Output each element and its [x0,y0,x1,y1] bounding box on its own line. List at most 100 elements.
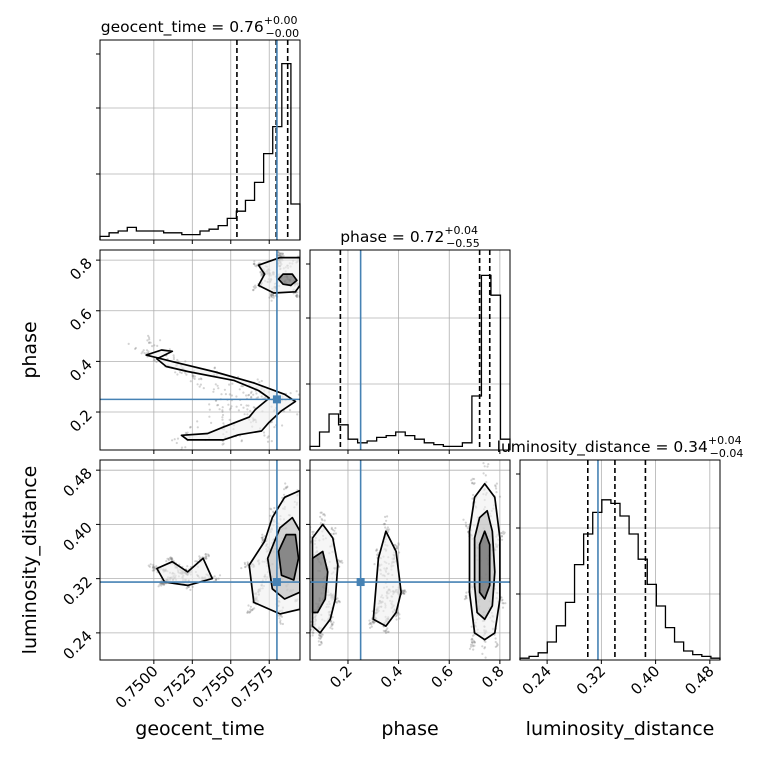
panel-frame [309,249,511,451]
sample-point [202,387,205,390]
sample-point [402,591,405,595]
sample-point [323,514,326,517]
y-tick-label: 0.2 [66,406,96,436]
sample-point [205,555,208,558]
sample-point [172,356,175,359]
sample-point [386,631,389,634]
sample-point [176,358,179,362]
sample-point [195,560,198,563]
sample-point [249,610,252,613]
sample-point [224,393,227,396]
sample-point [331,623,334,626]
sample-point [323,519,326,522]
sample-point [152,566,155,569]
sample-point [495,642,499,645]
panel-frame [309,459,511,661]
sample-point [147,564,150,567]
sample-point [306,473,308,475]
sample-point [213,366,216,369]
sample-point [229,407,232,410]
sample-point [196,420,199,423]
sample-point [341,561,344,564]
sample-point [228,393,231,396]
contour-line [473,509,496,621]
sample-point [184,446,187,449]
sample-point [184,371,187,374]
sample-point [206,553,209,556]
sample-point [189,426,192,429]
sample-point [235,405,238,408]
sample-point [470,640,473,644]
sample-point [165,560,168,563]
sample-point [171,559,174,562]
y-tick-label: 0.4 [66,355,96,385]
sample-point [386,627,389,630]
sample-point [260,536,263,539]
sample-point [215,578,218,581]
sample-point [221,409,224,412]
sample-point [147,334,150,337]
sample-point [218,574,222,577]
sample-point [303,256,305,258]
sample-point [396,545,399,548]
x-tick-label: 0.48 [681,662,717,698]
sample-point [186,565,189,568]
sample-point [149,341,152,344]
sample-point [254,284,257,287]
density-fill [373,531,402,627]
sample-point [221,443,224,446]
sample-point [502,532,505,536]
y-tick-label: 0.24 [59,627,95,663]
sample-point [278,617,281,620]
sample-point [465,594,468,598]
sample-point [249,391,253,395]
sample-point [205,555,208,558]
sample-point [160,584,163,587]
sample-point [272,510,275,513]
sample-point [270,294,273,297]
sample-point [403,589,406,592]
sample-point [198,385,201,388]
sample-point [271,294,274,297]
sample-point [319,636,322,640]
sample-point [155,360,158,364]
sample-point [397,543,400,546]
sample-point [260,272,263,275]
sample-point [483,646,487,649]
sample-point [147,350,150,353]
sample-point [312,628,315,632]
sample-point [331,528,334,531]
sample-point [228,408,231,411]
sample-point [153,567,157,570]
sample-point [295,294,298,298]
sample-point [296,291,299,294]
sample-point [212,388,215,391]
sample-point [152,359,155,362]
sample-point [401,589,404,592]
sample-point [469,645,473,648]
sample-point [243,413,246,416]
sample-point [252,406,255,409]
sample-point [255,392,258,395]
sample-point [240,439,243,442]
sample-point [319,515,322,518]
sample-point [238,388,241,391]
sample-point [170,557,173,560]
sample-point [253,406,256,409]
sample-point [481,645,484,648]
sample-point [203,557,207,560]
sample-point [332,621,335,624]
sample-point [295,295,298,298]
sample-point [303,615,305,617]
sample-point [153,569,156,572]
sample-point [250,390,253,393]
sample-point [320,640,323,643]
sample-point [277,614,280,617]
sample-point [134,347,137,350]
contour-line [468,482,501,641]
sample-point [199,383,202,386]
sample-point [471,638,474,641]
sample-point [158,583,161,586]
sample-point [152,565,155,568]
sample-point [394,615,397,618]
